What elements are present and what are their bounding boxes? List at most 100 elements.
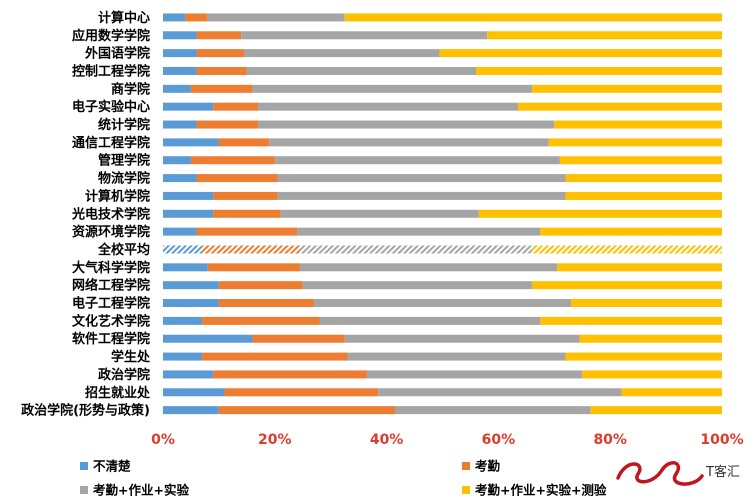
bar-segment (163, 120, 197, 129)
category-label: 电子工程学院 (72, 296, 150, 312)
category-label: 管理学院 (98, 153, 150, 169)
bar-segment (163, 370, 214, 379)
legend-label: 考勤+作业+实验 (93, 483, 189, 498)
bar-segment (299, 245, 532, 254)
bar-segment (202, 316, 320, 325)
bar-segment (269, 138, 549, 147)
category-label: 通信工程学院 (72, 135, 150, 151)
legend-swatch (462, 486, 470, 494)
category-label: 计算机学院 (85, 188, 150, 204)
bar-segment (241, 31, 488, 40)
bar-segment (347, 352, 566, 361)
bar-segment (531, 281, 722, 290)
bar-segment (163, 191, 214, 200)
category-label: 全校平均 (97, 242, 150, 258)
bar-segment (163, 299, 219, 308)
category-label: 大气科学学院 (72, 260, 150, 276)
legend-swatch (80, 462, 88, 470)
bar-segment (246, 66, 477, 75)
bar-segment (202, 352, 348, 361)
category-label: 商学院 (111, 81, 150, 97)
bar-segment (163, 263, 208, 272)
bar-segment (548, 138, 722, 147)
bar-segment (218, 138, 270, 147)
bar-segment (213, 209, 281, 218)
bar-segment (277, 191, 566, 200)
bar-segment (319, 316, 541, 325)
category-label: 光电技术学院 (71, 206, 150, 222)
bar-segment (207, 263, 300, 272)
bar-segment (252, 334, 345, 343)
legend-swatch (462, 462, 470, 470)
bar-segment (487, 31, 722, 40)
bar-segment (163, 245, 203, 254)
bar-segment (218, 299, 314, 308)
bars-layer (163, 13, 722, 415)
x-tick-label: 100% (700, 432, 743, 448)
bar-segment (163, 13, 186, 22)
bar-segment (621, 388, 722, 397)
bar-segment (185, 13, 208, 22)
x-tick-label: 80% (593, 432, 627, 448)
bar-segment (565, 174, 722, 183)
legend-swatch (80, 486, 88, 494)
bar-segment (274, 156, 560, 165)
bar-segment (579, 334, 722, 343)
bar-segment (163, 138, 219, 147)
bar-segment (163, 334, 253, 343)
bar-segment (571, 299, 722, 308)
bar-segment (163, 406, 219, 415)
category-label: 电子实验中心 (72, 99, 150, 115)
bar-segment (218, 281, 303, 290)
bar-segment (557, 263, 722, 272)
bar-segment (297, 227, 541, 236)
watermark-text: T客汇 (705, 464, 740, 480)
bar-segment (531, 84, 722, 93)
bar-segment (252, 84, 532, 93)
bar-segment (196, 174, 278, 183)
bar-segment (202, 245, 300, 254)
category-label: 学生处 (111, 349, 151, 365)
bar-segment (213, 370, 368, 379)
category-label: 应用数学学院 (72, 28, 150, 44)
bar-segment (163, 209, 214, 218)
bar-segment (213, 191, 278, 200)
bar-segment (163, 156, 191, 165)
bar-segment (213, 102, 259, 111)
bar-segment (258, 120, 555, 129)
bar-segment (196, 227, 298, 236)
bar-segment (280, 209, 479, 218)
category-label: 政治学院(形势与政策) (21, 403, 150, 419)
bar-segment (565, 191, 722, 200)
category-label: 外国语学院 (84, 46, 150, 62)
bar-segment (196, 120, 259, 129)
category-label: 统计学院 (98, 117, 150, 133)
bar-segment (344, 13, 722, 22)
bar-segment (559, 156, 722, 165)
bar-segment (163, 84, 191, 93)
bar-segment (163, 66, 197, 75)
bar-segment (299, 263, 558, 272)
bar-segment (277, 174, 566, 183)
bar-segment (163, 227, 197, 236)
bar-segment (196, 31, 242, 40)
legend-label: 考勤+作业+实验+测验 (475, 483, 607, 498)
bar-segment (224, 388, 379, 397)
category-label: 计算中心 (98, 10, 150, 26)
category-labels: 计算中心应用数学学院外国语学院控制工程学院商学院电子实验中心统计学院通信工程学院… (21, 10, 151, 419)
bar-segment (344, 334, 580, 343)
bar-segment (163, 31, 197, 40)
category-label: 网络工程学院 (72, 278, 150, 294)
bar-segment (517, 102, 722, 111)
category-label: 资源环境学院 (72, 224, 150, 240)
category-label: 软件工程学院 (72, 331, 150, 347)
bar-segment (478, 209, 722, 218)
bar-segment (196, 66, 247, 75)
bar-segment (196, 49, 245, 58)
bar-segment (244, 49, 440, 58)
bar-segment (163, 49, 197, 58)
bar-segment (163, 352, 203, 361)
x-tick-label: 20% (258, 432, 292, 448)
